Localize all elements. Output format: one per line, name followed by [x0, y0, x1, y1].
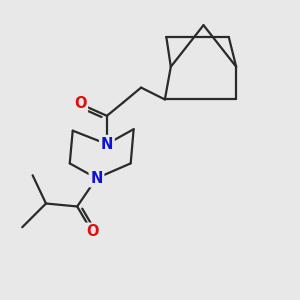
Text: N: N	[101, 136, 113, 152]
Text: N: N	[90, 171, 103, 186]
Text: O: O	[86, 224, 98, 239]
Text: O: O	[74, 96, 86, 111]
